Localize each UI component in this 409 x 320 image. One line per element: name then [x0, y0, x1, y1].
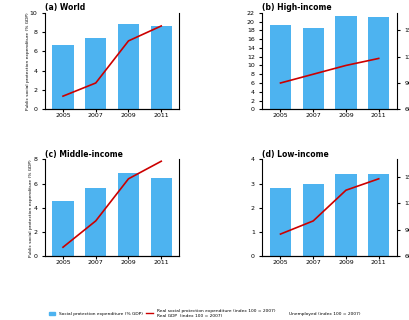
Bar [52, 45, 74, 109]
Bar [118, 24, 139, 109]
Bar [270, 25, 291, 109]
Text: (a) World: (a) World [45, 3, 85, 12]
Bar [270, 188, 291, 256]
Bar [85, 188, 106, 256]
Bar [335, 174, 357, 256]
Bar [303, 184, 324, 256]
Text: (d) Low-income: (d) Low-income [263, 150, 329, 159]
Bar [52, 201, 74, 256]
Bar [368, 174, 389, 256]
Bar [303, 28, 324, 109]
Bar [151, 178, 172, 256]
Text: (b) High-income: (b) High-income [263, 3, 332, 12]
Legend: Social protection expenditure (% GDP), Real social protection expenditure (index: Social protection expenditure (% GDP), R… [49, 309, 360, 318]
Bar [118, 173, 139, 256]
Bar [368, 17, 389, 109]
Bar [151, 26, 172, 109]
Bar [85, 38, 106, 109]
Y-axis label: Public social protection expenditure (% GDP): Public social protection expenditure (% … [25, 12, 29, 110]
Text: (c) Middle-income: (c) Middle-income [45, 150, 123, 159]
Bar [335, 16, 357, 109]
Y-axis label: Public social protection expenditure (% GDP): Public social protection expenditure (% … [29, 159, 33, 257]
